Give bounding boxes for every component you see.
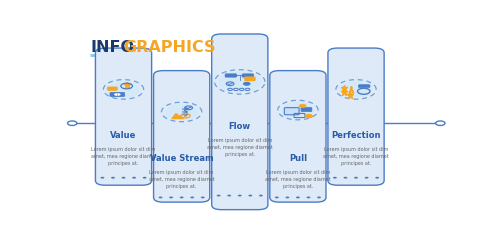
Text: Pull: Pull	[289, 154, 307, 163]
FancyBboxPatch shape	[96, 48, 152, 185]
Text: Value Stream: Value Stream	[150, 154, 214, 163]
FancyBboxPatch shape	[242, 74, 254, 77]
Circle shape	[114, 92, 121, 96]
Circle shape	[364, 177, 368, 179]
Circle shape	[100, 177, 104, 179]
Circle shape	[68, 121, 77, 125]
FancyBboxPatch shape	[212, 34, 268, 210]
Circle shape	[166, 104, 198, 120]
Text: Lorem ipsum dolor sit dim
amet, mea regione diamet
principes at.: Lorem ipsum dolor sit dim amet, mea regi…	[90, 147, 156, 166]
FancyBboxPatch shape	[244, 77, 256, 81]
Circle shape	[436, 121, 445, 125]
Circle shape	[305, 114, 312, 118]
FancyBboxPatch shape	[154, 71, 210, 202]
FancyBboxPatch shape	[110, 92, 124, 97]
Circle shape	[354, 177, 358, 179]
FancyBboxPatch shape	[301, 107, 312, 112]
FancyBboxPatch shape	[225, 74, 236, 77]
FancyBboxPatch shape	[328, 48, 384, 185]
Circle shape	[216, 195, 220, 196]
Circle shape	[238, 195, 242, 196]
Circle shape	[375, 177, 379, 179]
Circle shape	[218, 71, 261, 92]
Circle shape	[158, 196, 162, 198]
Text: Lorem ipsum dolor sit dim
amet, mea regione diamet
principes at.: Lorem ipsum dolor sit dim amet, mea regi…	[207, 138, 272, 157]
FancyBboxPatch shape	[108, 87, 118, 90]
Circle shape	[244, 82, 250, 85]
Circle shape	[142, 177, 146, 179]
Circle shape	[340, 81, 372, 97]
Circle shape	[248, 195, 252, 196]
Circle shape	[344, 177, 347, 179]
Text: Flow: Flow	[228, 122, 251, 131]
Text: Lorem ipsum dolor sit dim
amet, mea regione diamet
principes at.: Lorem ipsum dolor sit dim amet, mea regi…	[265, 170, 331, 189]
Circle shape	[296, 196, 300, 198]
Circle shape	[111, 177, 115, 179]
Circle shape	[299, 104, 306, 108]
FancyBboxPatch shape	[358, 85, 370, 88]
Text: Value: Value	[110, 131, 136, 140]
Circle shape	[306, 196, 310, 198]
Text: $: $	[184, 113, 188, 118]
Circle shape	[108, 81, 140, 97]
Circle shape	[282, 102, 314, 118]
Circle shape	[201, 196, 204, 198]
Text: i: i	[116, 92, 118, 97]
Circle shape	[333, 177, 337, 179]
Text: Perfection: Perfection	[332, 131, 381, 140]
Circle shape	[259, 195, 263, 196]
Text: Lorem ipsum dolor sit dim
amet, mea regione diamet
principes at.: Lorem ipsum dolor sit dim amet, mea regi…	[323, 147, 389, 166]
Circle shape	[132, 177, 136, 179]
Polygon shape	[172, 114, 184, 119]
Text: Lorem ipsum dolor sit dim
amet, mea regione diamet
principes at.: Lorem ipsum dolor sit dim amet, mea regi…	[149, 170, 214, 189]
FancyBboxPatch shape	[284, 108, 299, 115]
Text: GRAPHICS: GRAPHICS	[124, 40, 216, 55]
Circle shape	[190, 196, 194, 198]
Circle shape	[122, 177, 126, 179]
Circle shape	[286, 196, 290, 198]
Circle shape	[275, 196, 278, 198]
FancyBboxPatch shape	[270, 71, 326, 202]
Circle shape	[228, 195, 231, 196]
Circle shape	[180, 196, 184, 198]
Circle shape	[169, 196, 173, 198]
Text: INFO: INFO	[90, 40, 134, 55]
Circle shape	[317, 196, 321, 198]
